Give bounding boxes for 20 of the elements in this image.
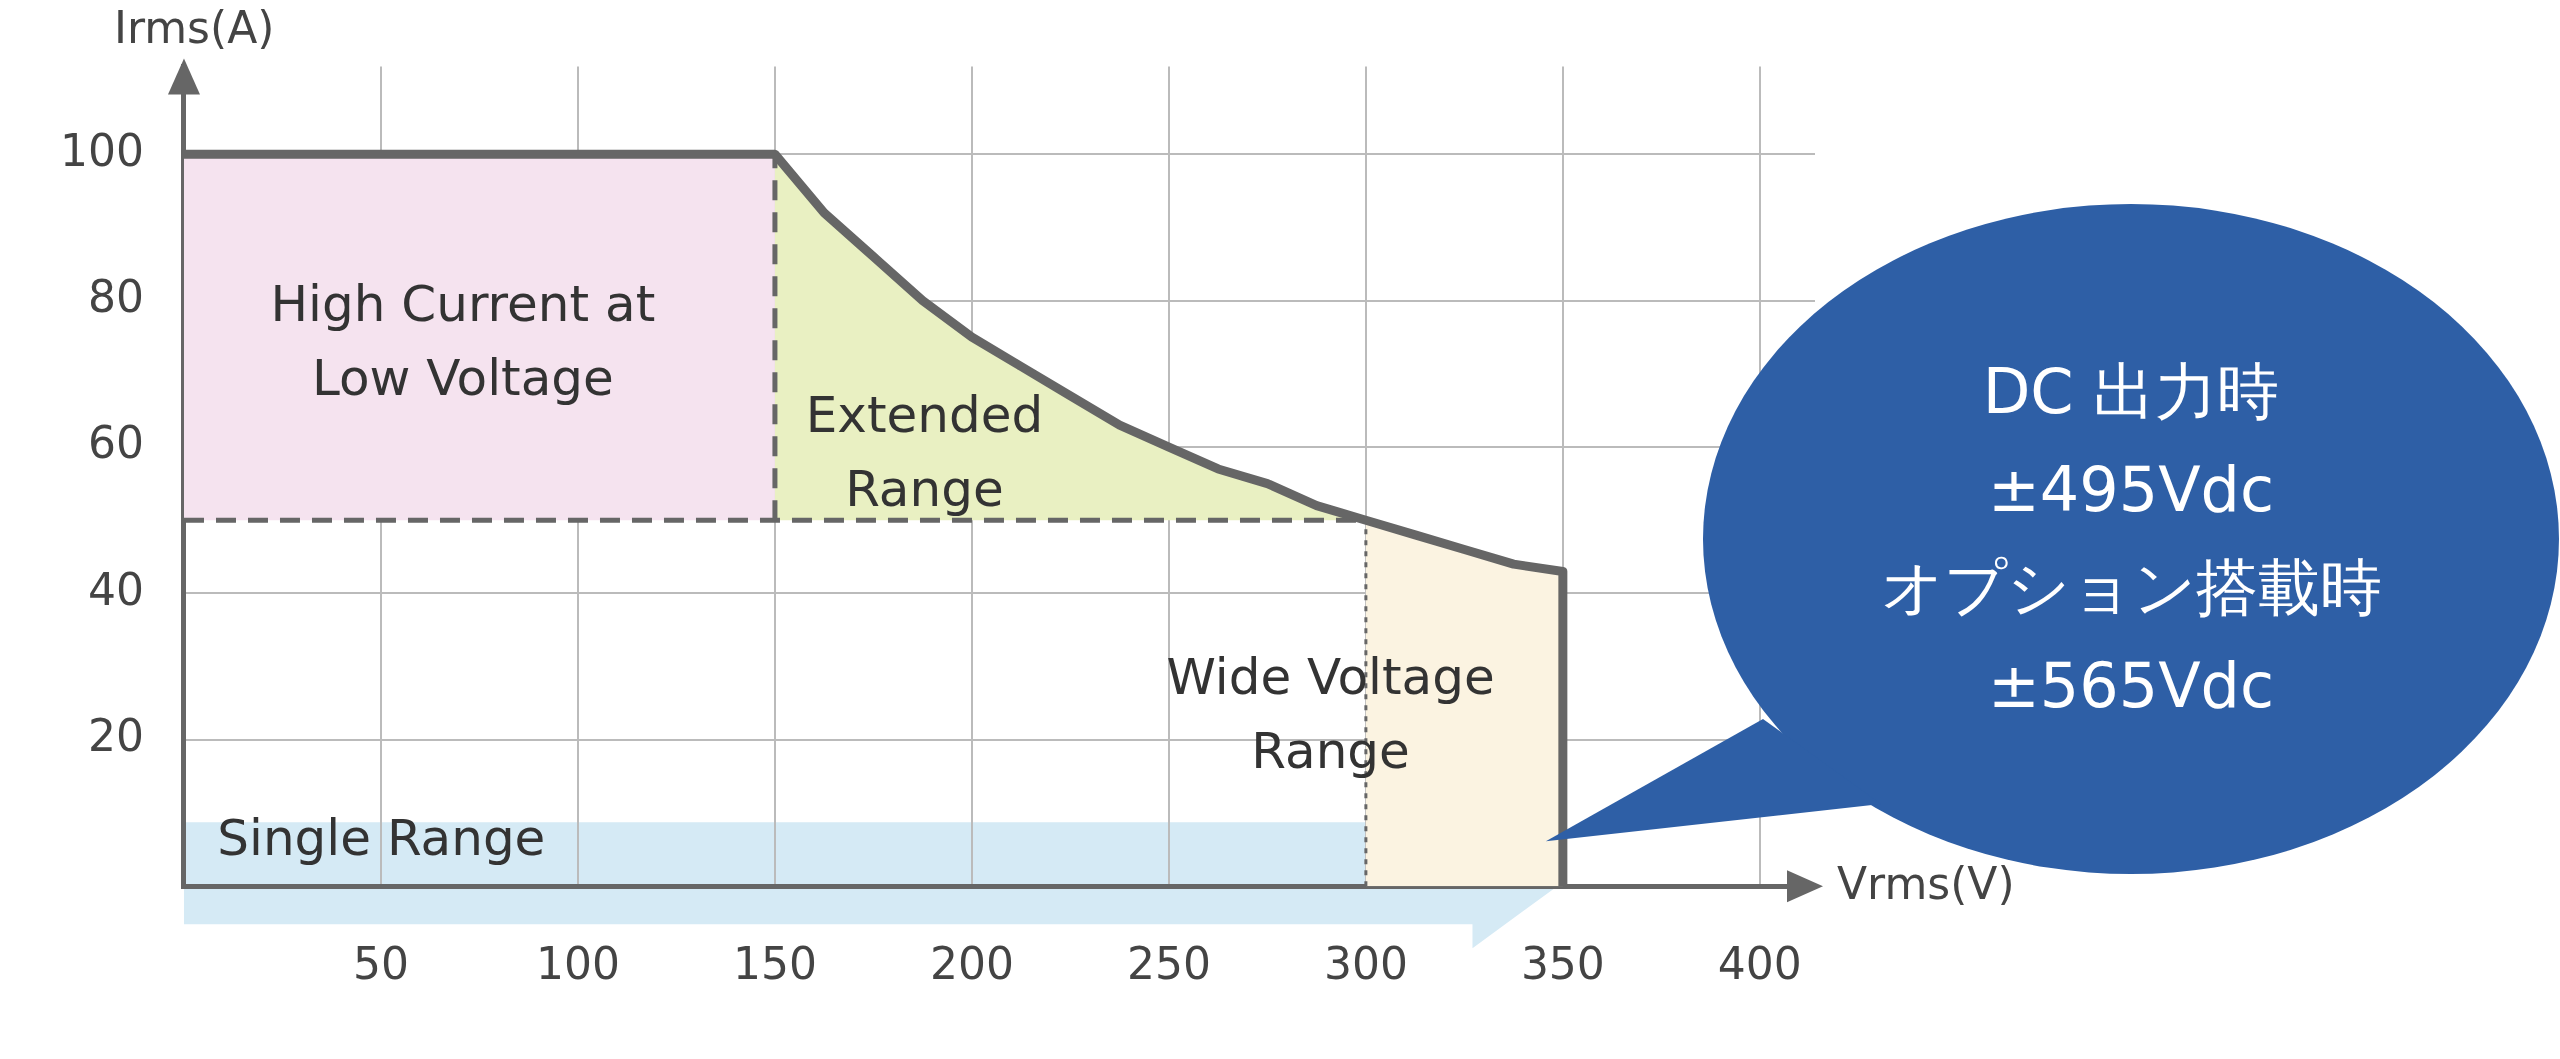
y-tick-label: 60 <box>87 417 144 469</box>
annotation: Wide Voltage Range <box>1166 648 1495 781</box>
y-tick-label: 80 <box>87 271 144 323</box>
annotation: Extended Range <box>805 385 1044 518</box>
annotation: High Current at Low Voltage <box>270 275 656 408</box>
y-tick-label: 40 <box>87 563 144 615</box>
y-tick-label: 100 <box>60 124 144 176</box>
y-axis-title: Irms(A) <box>113 2 275 53</box>
x-tick-label: 250 <box>1126 938 1211 990</box>
y-tick-label: 20 <box>87 710 144 762</box>
x-tick-label: 100 <box>535 938 620 990</box>
x-tick-label: 300 <box>1323 938 1408 990</box>
x-tick-label: 400 <box>1717 938 1802 990</box>
text: DC 出力時 ±495Vdc オプション搭載時 ±565Vdc <box>1880 354 2382 724</box>
annotation: Single Range <box>217 808 546 867</box>
x-tick-label: 50 <box>352 938 409 990</box>
x-tick-label: 150 <box>732 938 817 990</box>
x-tick-label: 350 <box>1520 938 1605 990</box>
x-tick-label: 200 <box>929 938 1014 990</box>
x-axis-title: Vrms(V) <box>1837 858 2015 910</box>
